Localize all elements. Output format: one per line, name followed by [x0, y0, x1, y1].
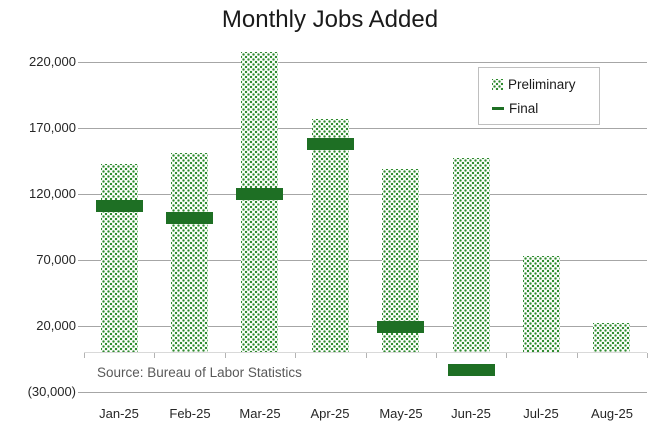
x-axis-label-aug-25: Aug-25 [591, 406, 633, 421]
gridline-120-000 [84, 194, 647, 195]
gridline-220-000 [84, 62, 647, 63]
final-marker-feb-25 [166, 212, 213, 224]
preliminary-pattern-swatch-icon [492, 78, 503, 90]
y-axis-label-20-000: 20,000 [36, 318, 76, 333]
x-axis-label-jun-25: Jun-25 [451, 406, 491, 421]
final-marker-jun-25 [448, 364, 495, 376]
source-note: Source: Bureau of Labor Statistics [97, 365, 302, 380]
y-axis-tick--30-000- [78, 392, 84, 393]
y-axis-tick-170-000 [78, 128, 84, 129]
x-axis-tick [295, 353, 296, 358]
category-axis-line [84, 352, 647, 353]
gridline--30-000- [84, 392, 647, 393]
preliminary-bar-feb-25 [171, 153, 208, 352]
preliminary-bar-jun-25 [453, 158, 490, 352]
gridline-70-000 [84, 260, 647, 261]
y-axis-label-170-000: 170,000 [29, 120, 76, 135]
preliminary-bar-aug-25 [593, 323, 630, 352]
y-axis-tick-120-000 [78, 194, 84, 195]
preliminary-bar-apr-25 [312, 119, 349, 352]
legend-label-final: Final [509, 100, 539, 116]
x-axis-tick [577, 353, 578, 358]
x-axis-label-feb-25: Feb-25 [169, 406, 211, 421]
y-axis-label-120-000: 120,000 [29, 186, 76, 201]
x-axis-label-mar-25: Mar-25 [239, 406, 281, 421]
preliminary-bar-jul-25 [523, 256, 560, 352]
legend-item-preliminary: Preliminary [492, 77, 599, 92]
gridline-20-000 [84, 326, 647, 327]
x-axis-label-apr-25: Apr-25 [310, 406, 350, 421]
gridline-170-000 [84, 128, 647, 129]
x-axis-tick [366, 353, 367, 358]
final-marker-may-25 [377, 321, 424, 333]
x-axis-label-may-25: May-25 [379, 406, 423, 421]
x-axis-label-jan-25: Jan-25 [99, 406, 139, 421]
final-marker-mar-25 [236, 188, 283, 200]
x-axis-tick [506, 353, 507, 358]
preliminary-bar-mar-25 [241, 52, 278, 352]
y-axis-label--30-000-: (30,000) [27, 384, 76, 399]
legend-item-final: Final [492, 101, 599, 116]
final-dash-swatch-icon [492, 106, 504, 110]
legend-label-preliminary: Preliminary [508, 76, 576, 92]
chart-title: Monthly Jobs Added [221, 6, 439, 33]
final-marker-jan-25 [96, 200, 143, 212]
x-axis-tick [647, 353, 648, 358]
x-axis-tick [436, 353, 437, 358]
y-axis-tick-20-000 [78, 326, 84, 327]
y-axis-tick-220-000 [78, 62, 84, 63]
preliminary-bar-jan-25 [101, 164, 138, 352]
x-axis-label-jul-25: Jul-25 [523, 406, 559, 421]
x-axis-tick [84, 353, 85, 358]
x-axis-tick [225, 353, 226, 358]
final-marker-apr-25 [307, 138, 354, 150]
legend: Preliminary Final [478, 67, 600, 125]
y-axis-tick-70-000 [78, 260, 84, 261]
y-axis-label-70-000: 70,000 [36, 252, 76, 267]
y-axis-label-220-000: 220,000 [29, 54, 76, 69]
x-axis-tick [154, 353, 155, 358]
